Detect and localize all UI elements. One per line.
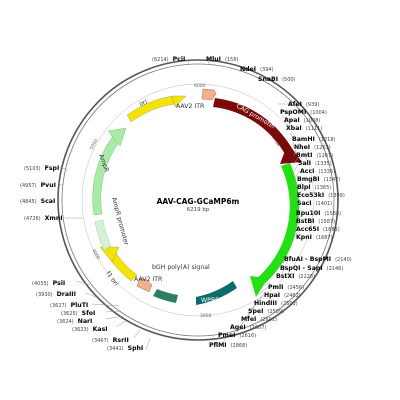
- site-hpai[interactable]: HpaI (2462): [264, 292, 301, 299]
- site-labels: (6214) PciI MluI (158) NdeI (394) SnaBI (500…: [20, 56, 352, 352]
- site-rsrii[interactable]: (3467) RsrII: [92, 337, 129, 344]
- site-ndei[interactable]: NdeI (394): [240, 66, 274, 73]
- site-bstbi[interactable]: BstBI (1587): [296, 218, 335, 225]
- site-eco53ki[interactable]: Eco53kI (1399): [297, 192, 345, 199]
- site-nhei[interactable]: NheI (1263): [294, 144, 331, 151]
- site-sali[interactable]: SalI (1335): [298, 160, 332, 167]
- feature-bgh-polya[interactable]: [153, 289, 178, 303]
- label-wpre: WPRE: [201, 297, 219, 304]
- tick-ring: [81, 83, 315, 317]
- site-kpni[interactable]: KpnI (1687): [296, 234, 333, 241]
- feature-aav2-itr-top[interactable]: [201, 88, 217, 101]
- site-pflmi[interactable]: PflMI (2868): [209, 342, 247, 349]
- site-bstxi[interactable]: BstXI (2228): [276, 273, 315, 280]
- site-pspomi[interactable]: PspOMI (1004): [280, 109, 327, 116]
- tick-5000: 5000: [89, 138, 100, 151]
- label-ori: ori: [138, 98, 148, 107]
- label-f1-ori: f1 ori: [104, 270, 119, 287]
- feature-gcamp6m[interactable]: [255, 163, 300, 286]
- label-gcamp: GCaMP6m: [282, 195, 289, 227]
- site-nari[interactable]: (3624) NarI: [57, 318, 92, 325]
- feature-wpre[interactable]: [196, 281, 237, 305]
- site-blpi[interactable]: BlpI (1365): [297, 184, 331, 191]
- site-bmgbi[interactable]: BmgBI (1347): [297, 176, 340, 183]
- ori-arrowhead: [171, 95, 187, 108]
- site-afei[interactable]: AfeI (939): [288, 101, 319, 108]
- site-acc65i[interactable]: Acc65I (1683): [296, 226, 340, 233]
- site-apai[interactable]: ApaI (1008): [284, 117, 320, 124]
- site-bmti[interactable]: BmtI (1267): [296, 152, 333, 159]
- site-hindiii[interactable]: HindIII (2503): [254, 300, 298, 307]
- site-saci[interactable]: SacI (1401): [297, 200, 332, 207]
- site-spei[interactable]: SpeI (2589): [248, 308, 284, 315]
- feature-cag-promoter[interactable]: [213, 98, 294, 156]
- tick-6000: 6000: [194, 83, 206, 89]
- site-psii[interactable]: (4055) PsiI: [32, 280, 65, 287]
- feature-ori[interactable]: [126, 95, 175, 123]
- site-bamhi[interactable]: BamHI (1218): [292, 136, 336, 143]
- site-pcii[interactable]: (6214) PciI: [152, 56, 185, 63]
- site-draiii[interactable]: (3930) DraIII: [36, 291, 76, 298]
- backbone-inner: [61, 63, 335, 337]
- site-snabi[interactable]: SnaBI (500): [258, 76, 296, 83]
- site-mlui[interactable]: MluI (158): [206, 56, 238, 63]
- label-aav2-itr-top: AAV2 ITR: [176, 103, 205, 110]
- tick-1000: 1000: [270, 135, 281, 148]
- feature-aav2-itr-bottom[interactable]: [136, 277, 153, 293]
- site-pvui[interactable]: (4957) PvuI: [20, 182, 56, 189]
- label-ampr-promoter: AmpR promoter: [110, 197, 130, 247]
- site-sfoi[interactable]: (3625) SfoI: [61, 310, 95, 317]
- backbone-outer: [57, 59, 339, 341]
- site-xbai[interactable]: XbaI (1111): [286, 125, 322, 132]
- site-acci[interactable]: AccI (1336): [300, 168, 335, 175]
- label-aav2-itr-bottom: AAV2 ITR: [134, 276, 163, 283]
- plasmid-size: 6219 bp: [187, 207, 210, 213]
- site-fspi[interactable]: (5103) FspI: [24, 165, 59, 172]
- cag-arrowhead: [280, 143, 302, 164]
- label-cag: CAG promoter: [235, 103, 277, 131]
- site-pmli[interactable]: PmlI (2456): [268, 284, 304, 291]
- site-agei[interactable]: AgeI (2607): [230, 324, 266, 331]
- label-bgh: bGH poly(A) signal: [152, 264, 210, 271]
- site-bpu10i[interactable]: Bpu10I (1566): [296, 210, 341, 217]
- tick-4000: 4000: [90, 248, 101, 261]
- site-sphi[interactable]: (3441) SphI: [107, 345, 143, 352]
- site-kasi[interactable]: (3623) KasI: [72, 326, 108, 333]
- site-pmei[interactable]: PmeI (2616): [218, 332, 256, 339]
- site-bspqi-sapi[interactable]: BspQI - SapI (2146): [280, 265, 343, 272]
- ampr-arrowhead: [107, 127, 127, 147]
- site-mfei[interactable]: MfeI (2601): [241, 316, 277, 323]
- plasmid-name: AAV-CAG-GCaMP6m: [157, 197, 240, 206]
- feature-ampr-promoter[interactable]: [94, 219, 112, 251]
- site-pluti[interactable]: (3627) PluTI: [50, 302, 88, 309]
- site-scai[interactable]: (4845) ScaI: [20, 198, 55, 205]
- gcamp-arrowhead: [250, 276, 268, 297]
- site-bfuai-bspmi[interactable]: BfuAI - BspMI (2140): [284, 256, 352, 263]
- leader-lines: [57, 59, 304, 350]
- site-xmni[interactable]: (4726) XmnI: [24, 215, 63, 222]
- tick-3000: 3000: [200, 313, 212, 319]
